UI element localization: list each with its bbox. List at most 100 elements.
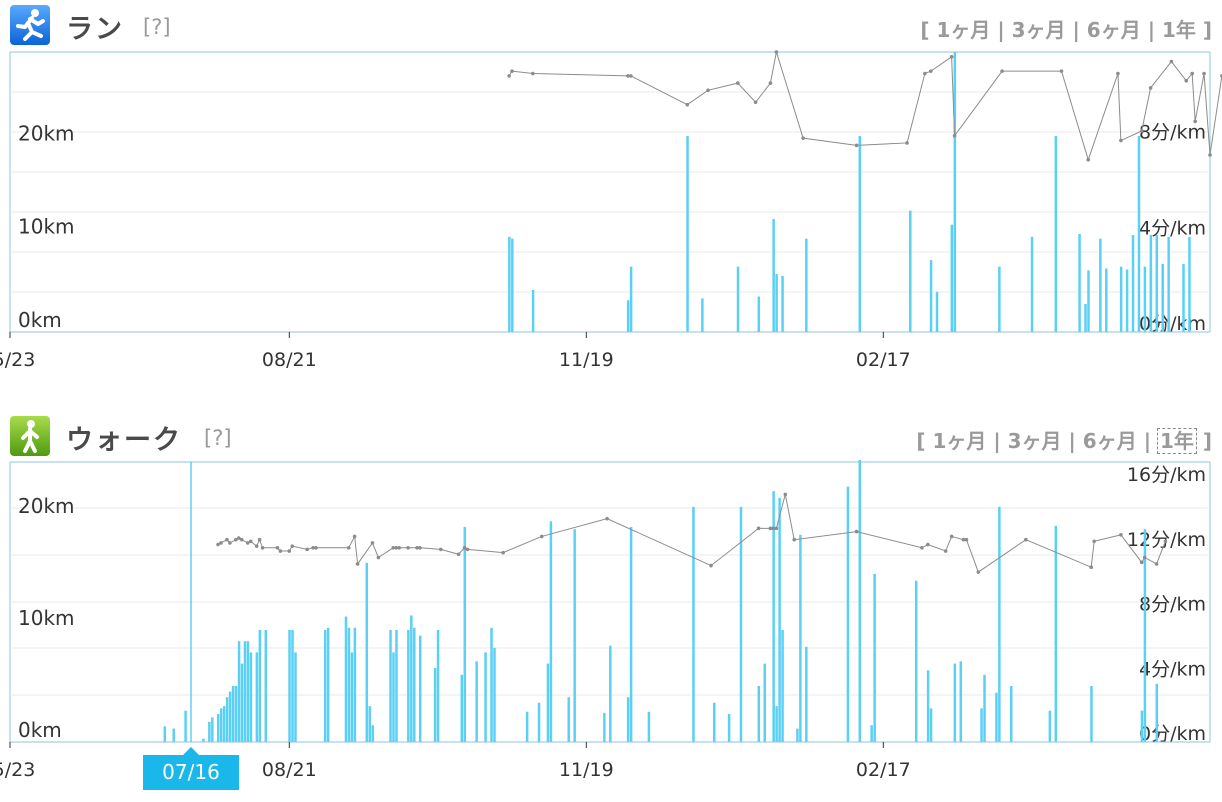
distance-bar — [255, 652, 259, 742]
distance-bar — [246, 641, 250, 742]
distance-bar — [701, 298, 704, 332]
range-separator: | — [993, 429, 1001, 453]
pace-point — [406, 545, 410, 550]
distance-bar — [609, 645, 612, 742]
pace-point — [1208, 153, 1212, 157]
pace-point — [346, 545, 351, 550]
distance-bar — [1087, 270, 1090, 332]
distance-bar — [347, 627, 351, 742]
distance-bar — [365, 562, 369, 742]
pace-point — [1119, 138, 1123, 143]
distance-bar — [407, 630, 410, 742]
distance-bar — [950, 224, 954, 332]
distance-bar — [392, 652, 395, 742]
distance-bar — [234, 686, 238, 742]
distance-bar — [1140, 710, 1144, 742]
distance-bar — [626, 300, 630, 332]
walk-range-6m[interactable]: 6ヶ月 — [1082, 429, 1137, 453]
distance-bar — [546, 663, 550, 742]
pace-point — [257, 537, 262, 542]
distance-bar — [1149, 266, 1153, 332]
run-range-6m[interactable]: 6ヶ月 — [1086, 18, 1141, 42]
pace-point — [923, 71, 927, 76]
pace-point — [1059, 69, 1064, 73]
pace-point — [355, 562, 360, 566]
distance-bar — [511, 238, 514, 332]
pace-point — [234, 537, 238, 542]
x-tick-label: 02/17 — [856, 759, 911, 781]
distance-bar — [647, 711, 651, 742]
run-range-1y[interactable]: 1年 — [1161, 18, 1196, 42]
run-icon — [10, 5, 50, 45]
distance-bar — [772, 491, 775, 742]
distance-bar — [1167, 236, 1170, 332]
walk-help-link[interactable]: [?] — [204, 426, 232, 450]
pace-point — [964, 537, 969, 542]
pace-point — [1202, 71, 1206, 76]
pace-point — [219, 541, 223, 545]
distance-bar — [410, 615, 413, 742]
distance-bar — [929, 260, 933, 332]
distance-bar — [959, 661, 963, 742]
pace-point — [287, 549, 292, 553]
pace-point — [1193, 119, 1197, 124]
pace-point — [225, 537, 229, 542]
walk-range-1y[interactable]: 1年 — [1156, 428, 1197, 454]
distance-bar — [796, 728, 799, 742]
walk-range-3m[interactable]: 3ヶ月 — [1007, 429, 1062, 453]
distance-bar — [567, 697, 570, 742]
distance-bar — [935, 291, 939, 332]
pace-point — [260, 545, 265, 550]
distance-bar — [537, 702, 541, 742]
run-help-link[interactable]: [?] — [143, 15, 171, 39]
walk-header: ウォーク [?] [ 1ヶ月 | 3ヶ月 | 6ヶ月 | 1年 ] — [0, 410, 1222, 456]
x-tick-label: 08/21 — [262, 349, 317, 371]
distance-bar — [805, 646, 808, 742]
distance-bar — [228, 691, 232, 742]
pace-point — [1190, 71, 1194, 76]
distance-bar — [371, 725, 374, 742]
pace-point — [629, 74, 633, 78]
y-right-tick-label: 4分/km — [1139, 658, 1206, 680]
distance-bar — [1099, 238, 1102, 332]
distance-bar — [240, 663, 244, 742]
distance-bar — [727, 714, 731, 742]
y-right-tick-label: 8分/km — [1139, 594, 1206, 616]
range-separator: | — [1143, 429, 1151, 453]
pace-point — [735, 81, 740, 85]
x-tick-label: 11/19 — [559, 349, 614, 371]
run-chart: 0km10km20km30km0分/km4分/km8分/km5/2308/211… — [0, 48, 1222, 371]
x-tick-label: 08/21 — [262, 759, 317, 781]
y-left-tick-label: 10km — [18, 215, 75, 239]
distance-bar — [413, 627, 416, 742]
distance-bar — [222, 706, 226, 742]
range-open-bracket: [ — [916, 429, 926, 453]
pace-point — [605, 516, 609, 521]
distance-bar — [995, 692, 998, 742]
pace-point — [1086, 157, 1091, 162]
pace-point — [391, 545, 396, 550]
pace-point — [539, 534, 544, 539]
distance-bar — [433, 668, 437, 742]
pace-line — [508, 51, 1222, 162]
pace-point — [929, 69, 933, 73]
run-range-3m[interactable]: 3ヶ月 — [1011, 18, 1066, 42]
pace-point — [1154, 562, 1159, 566]
pace-point — [311, 545, 315, 550]
range-close-bracket: ] — [1202, 18, 1212, 42]
range-separator: | — [1068, 429, 1076, 453]
distance-bar — [980, 708, 983, 742]
distance-bar — [237, 641, 241, 742]
y-right-tick-label: 12分/km — [1127, 529, 1206, 551]
pace-point — [290, 544, 295, 548]
distance-bar — [603, 712, 606, 742]
pace-point — [510, 69, 514, 73]
walk-range-1m[interactable]: 1ヶ月 — [932, 429, 987, 453]
pace-point — [961, 537, 966, 542]
pace-point — [801, 136, 805, 140]
distance-bar — [475, 661, 478, 742]
pace-point — [254, 544, 259, 548]
pace-point — [1089, 565, 1093, 570]
run-range-1m[interactable]: 1ヶ月 — [936, 18, 991, 42]
walk-title: ウォーク — [66, 425, 182, 456]
